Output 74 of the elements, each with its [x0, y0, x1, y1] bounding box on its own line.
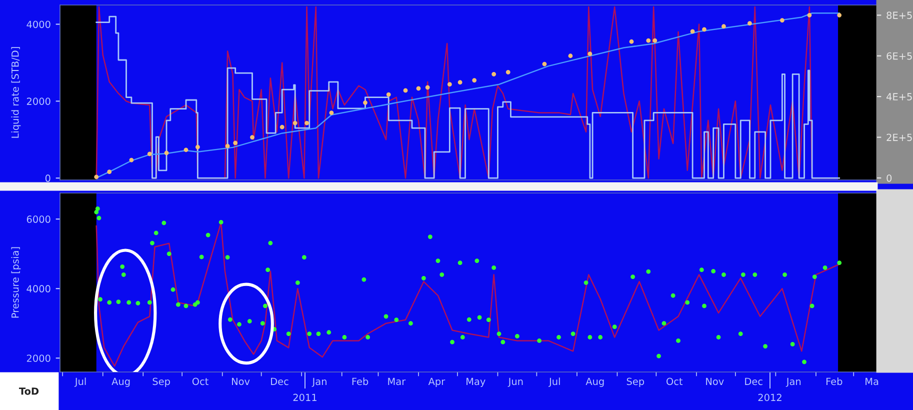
- point: [506, 70, 510, 74]
- point: [329, 110, 334, 116]
- point: [492, 72, 496, 76]
- point: [225, 144, 230, 148]
- point: [780, 18, 784, 22]
- y2-tick-label: 6E+5: [886, 52, 912, 60]
- x-tick-label: Feb: [826, 378, 842, 386]
- point: [250, 135, 254, 140]
- x-tick-label: Jul: [548, 378, 560, 387]
- y2-tick-label: 4E+5: [886, 93, 912, 100]
- point: [363, 100, 368, 105]
- x-tick-label: Sep: [152, 378, 170, 387]
- x-tick-label: Aug: [586, 378, 604, 387]
- x-tick-label: Oct: [192, 378, 208, 386]
- point: [652, 38, 658, 43]
- point: [403, 88, 408, 93]
- point: [748, 21, 752, 26]
- text: 2011: [293, 394, 316, 402]
- y-tick-label: 2000: [26, 98, 50, 105]
- point: [807, 12, 812, 18]
- point: [164, 150, 169, 156]
- point: [425, 85, 430, 90]
- point: [233, 140, 238, 146]
- x-tick-label: Feb: [352, 378, 368, 386]
- point: [195, 144, 200, 150]
- y-axis-title: Pressure [psia]: [11, 247, 21, 318]
- point: [129, 158, 134, 162]
- x-tick-label: Jan: [786, 378, 801, 387]
- point: [837, 12, 842, 18]
- y2-tick-label: 8E+5: [886, 12, 912, 20]
- point: [472, 78, 477, 82]
- point: [416, 86, 421, 91]
- point: [458, 80, 462, 85]
- x-tick-label: Dec: [745, 378, 762, 386]
- point: [280, 124, 284, 130]
- x-tick-label: Jan: [312, 378, 326, 387]
- point: [542, 62, 547, 66]
- x-tick-label: Ma: [866, 378, 878, 386]
- point: [629, 39, 634, 44]
- x-tick-label: Nov: [232, 378, 250, 386]
- x-tick-label: Mar: [388, 378, 406, 386]
- y-tick-label: 2000: [26, 354, 50, 362]
- point: [184, 148, 188, 152]
- point: [722, 24, 726, 29]
- x-tick-label: Nov: [706, 378, 724, 386]
- y-tick-label: 6000: [26, 216, 50, 223]
- y2-tick-label: 0: [886, 174, 892, 182]
- x-tick-label: Dec: [271, 378, 288, 386]
- point: [702, 27, 706, 32]
- point: [304, 120, 309, 126]
- point: [588, 52, 592, 56]
- x-tick-label: May: [466, 378, 486, 387]
- point: [386, 92, 391, 97]
- x-tick-label: Sep: [626, 378, 644, 387]
- y2-tick-label: 2E+5: [886, 134, 912, 142]
- point: [94, 174, 99, 180]
- x-tick-label: Jul: [74, 378, 86, 387]
- y-tick-label: 4000: [26, 20, 50, 28]
- x-tick-label: Oct: [666, 378, 683, 386]
- point: [292, 120, 298, 126]
- x-tick-label: Jun: [508, 378, 523, 387]
- point: [447, 82, 452, 87]
- x-tick-label: Aug: [112, 378, 130, 387]
- point: [147, 152, 152, 156]
- y-axis-title: Liquid rate [STB/D]: [11, 47, 21, 138]
- point: [690, 29, 695, 34]
- point: [646, 38, 651, 43]
- x-tick-label: Apr: [428, 378, 446, 387]
- text: 2012: [758, 394, 782, 402]
- point: [568, 54, 573, 58]
- point: [107, 170, 112, 174]
- text: ToD: [19, 388, 39, 395]
- y-tick-label: 0: [45, 174, 50, 182]
- y-tick-label: 4000: [26, 285, 50, 292]
